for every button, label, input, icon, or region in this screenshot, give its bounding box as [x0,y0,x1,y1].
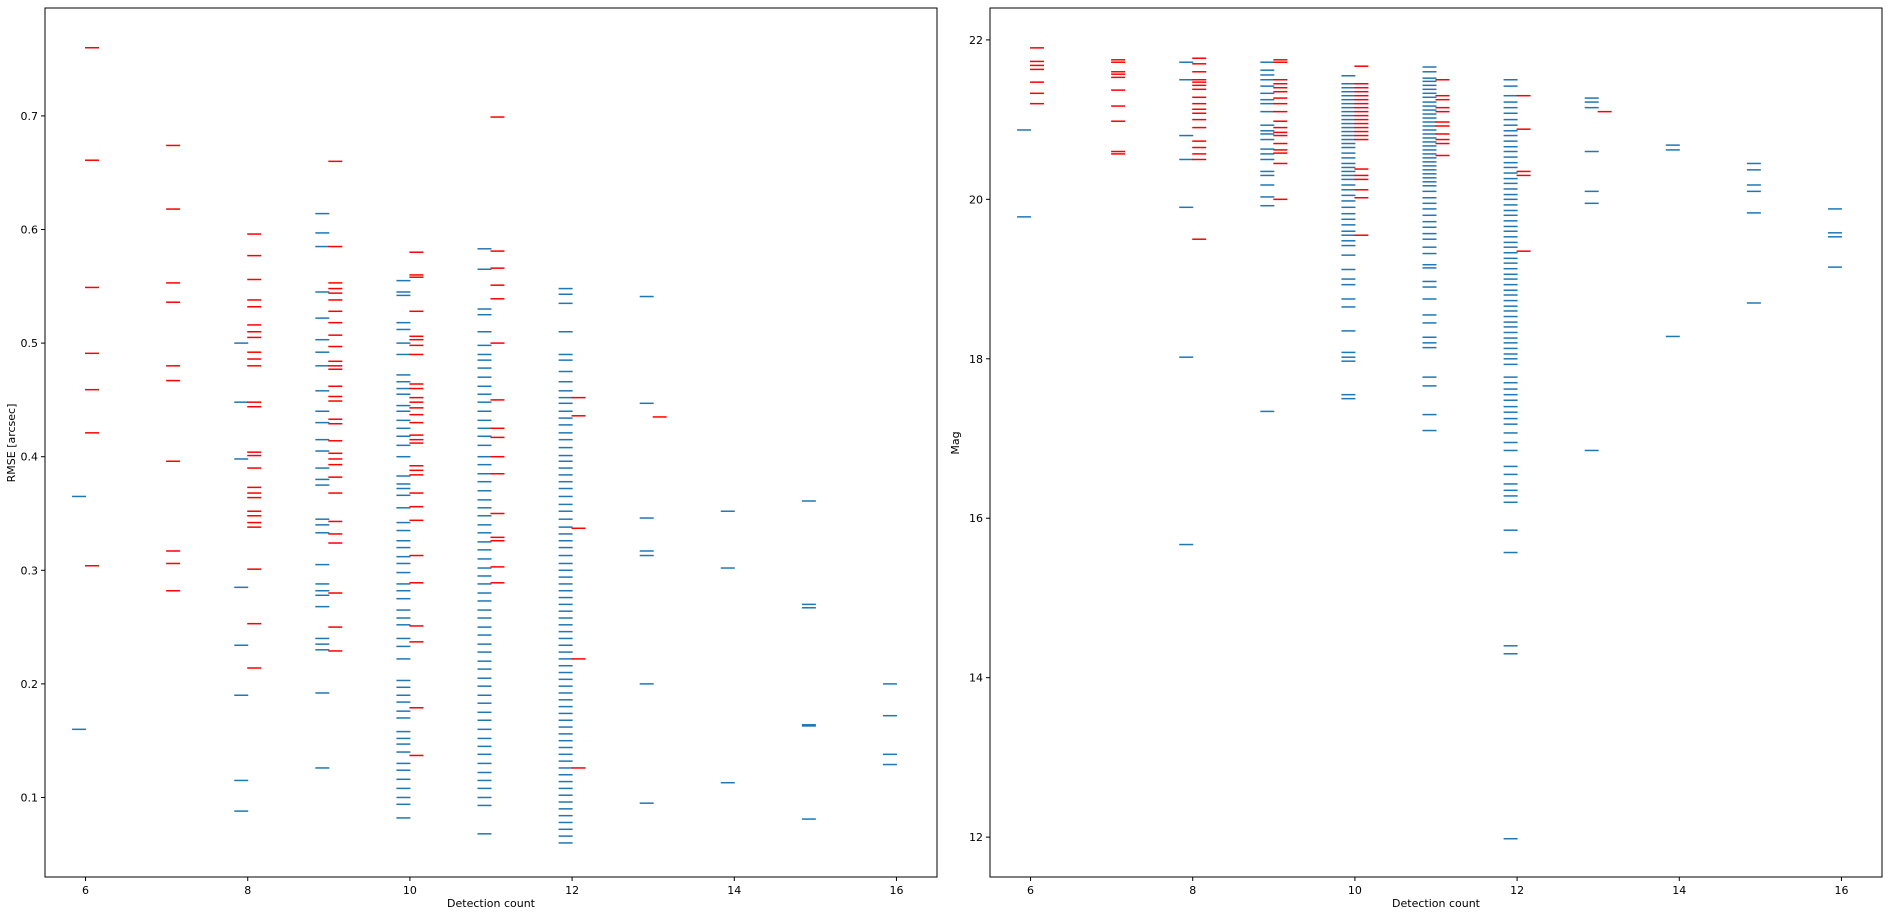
rmse-y-tick-label-1: 0.2 [21,678,39,691]
mag-y-tick-label-3: 18 [969,353,983,366]
rmse-x-tick-label-3: 12 [565,884,579,897]
mag-x-axis-label: Detection count [1392,897,1481,910]
rmse-x-tick-label-4: 14 [727,884,741,897]
mag-x-tick-label-2: 10 [1348,884,1362,897]
mag-x-tick-label-0: 6 [1027,884,1034,897]
rmse-x-ticks: 6 8 10 12 14 16 [82,877,903,897]
mag-y-axis-label: Mag [949,431,962,454]
mag-marks [1017,47,1842,840]
mag-y-tick-label-5: 22 [969,34,983,47]
rmse-y-tick-label-6: 0.7 [21,110,39,123]
rmse-y-ticks: 0.1 0.2 0.3 0.4 0.5 0.6 0.7 [21,110,45,804]
rmse-y-tick-label-0: 0.1 [21,791,39,804]
mag-y-tick-label-0: 12 [969,831,983,844]
rmse-y-tick-label-3: 0.4 [21,451,39,464]
mag-x-tick-label-5: 16 [1834,884,1848,897]
mag-y-tick-label-2: 16 [969,512,983,525]
rmse-x-tick-label-5: 16 [889,884,903,897]
rmse-y-tick-label-5: 0.6 [21,224,39,237]
mag-y-ticks: 12 14 16 18 20 22 [969,34,990,844]
rmse-marks [72,47,897,844]
rmse-x-tick-label-2: 10 [403,884,417,897]
mag-x-tick-label-4: 14 [1672,884,1686,897]
rmse-x-axis-label: Detection count [447,897,536,910]
rmse-x-tick-label-0: 6 [82,884,89,897]
rmse-plot-frame [44,7,938,878]
mag-x-ticks: 6 8 10 12 14 16 [1027,877,1848,897]
mag-y-tick-label-1: 14 [969,672,983,685]
mag-x-tick-label-1: 8 [1189,884,1196,897]
mag-x-tick-label-3: 12 [1510,884,1524,897]
rmse-y-tick-label-2: 0.3 [21,564,39,577]
mag-y-tick-label-4: 20 [969,193,983,206]
rmse-y-tick-label-4: 0.5 [21,337,39,350]
rmse-y-axis-label: RMSE [arcsec] [5,404,18,483]
rmse-chart: 6 8 10 12 14 16 0.1 0.2 0.3 0.4 0.5 0.6 0.7 Detecti… [5,7,938,910]
rmse-x-tick-label-1: 8 [244,884,251,897]
mag-plot-frame [989,7,1883,878]
